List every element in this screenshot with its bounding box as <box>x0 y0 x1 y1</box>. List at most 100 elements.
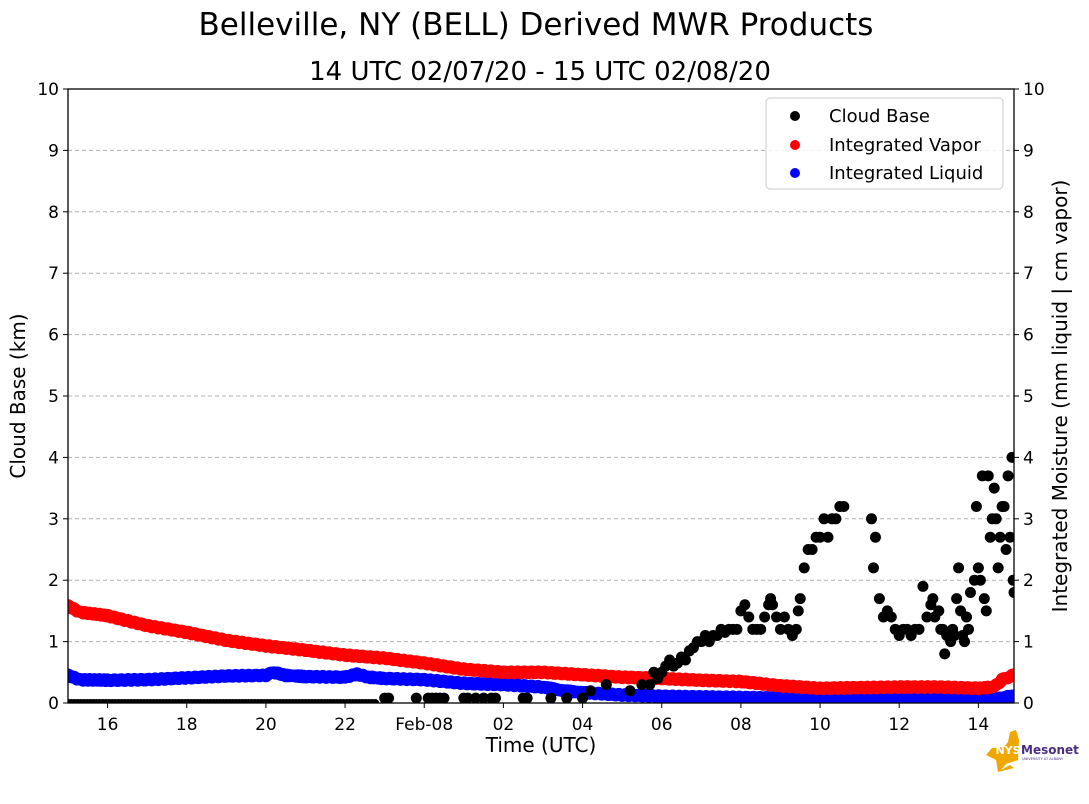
data-point <box>970 501 982 513</box>
y-ticks: 0 0 1 1 2 2 3 3 4 4 5 5 6 6 7 7 8 8 9 9 10 10 <box>37 80 1044 714</box>
y-tick-label-left: 4 <box>48 448 59 468</box>
data-point <box>814 531 826 543</box>
logo-text-nys: NYS <box>995 744 1020 757</box>
data-point <box>1000 544 1012 555</box>
data-point <box>978 593 990 605</box>
data-point <box>949 629 961 641</box>
data-point <box>927 593 939 605</box>
y-tick-label-left: 10 <box>37 80 59 100</box>
data-point <box>1007 668 1014 681</box>
data-point <box>939 648 951 660</box>
legend-label-cloud-base: Cloud Base <box>829 106 930 127</box>
data-point <box>961 611 973 623</box>
y-tick-label-right: 4 <box>1023 448 1034 468</box>
data-point <box>790 623 802 635</box>
data-point <box>371 699 380 703</box>
x-tick-label: 06 <box>651 715 673 735</box>
data-point <box>489 692 501 703</box>
legend-label-integrated-liquid: Integrated Liquid <box>829 163 983 184</box>
data-point <box>830 513 842 525</box>
y-tick-label-right: 2 <box>1023 571 1034 591</box>
data-point <box>974 574 986 586</box>
data-point <box>383 692 395 703</box>
legend: Cloud Base Integrated Vapor Integrated L… <box>765 97 1004 190</box>
y-tick-label-left: 9 <box>48 141 59 161</box>
y-tick-label-right: 10 <box>1023 80 1045 100</box>
legend-marker-integrated-vapor <box>790 140 800 150</box>
data-point <box>470 692 482 703</box>
x-tick-label: 10 <box>809 715 831 735</box>
x-ticks: 16 18 20 22 Feb-08 02 04 06 08 10 12 14 <box>97 703 989 735</box>
data-point <box>988 482 1000 494</box>
legend-label-integrated-vapor: Integrated Vapor <box>829 135 981 156</box>
data-point <box>933 605 945 617</box>
data-point <box>774 623 786 635</box>
x-tick-label: 16 <box>97 715 119 735</box>
data-point <box>869 531 881 543</box>
data-point <box>913 623 925 635</box>
data-point <box>778 611 790 623</box>
y-axis-label-right: Integrated Moisture (mm liquid | cm vapo… <box>1048 180 1072 613</box>
y-tick-label-left: 1 <box>48 633 59 653</box>
y-tick-label-left: 2 <box>48 571 59 591</box>
y-tick-label-right: 3 <box>1023 510 1034 530</box>
data-point <box>1007 689 1014 702</box>
data-point <box>953 562 965 574</box>
data-point <box>767 599 779 611</box>
data-point <box>1002 470 1014 482</box>
data-point <box>759 611 771 623</box>
data-point <box>798 562 810 574</box>
legend-marker-integrated-liquid <box>790 168 800 178</box>
data-point <box>1008 586 1014 598</box>
y-tick-label-left: 0 <box>48 694 59 714</box>
gridlines <box>68 149 1014 643</box>
nys-mesonet-logo: NYS Mesonet UNIVERSITY AT ALBANY <box>986 730 1079 772</box>
data-point <box>600 679 612 691</box>
y-tick-label-right: 5 <box>1023 387 1034 407</box>
data-point <box>1004 531 1014 543</box>
x-tick-label: 22 <box>334 715 356 735</box>
data-point <box>478 692 490 703</box>
y-tick-label-right: 9 <box>1023 141 1034 161</box>
logo-text-mesonet: Mesonet <box>1021 743 1079 757</box>
data-point <box>731 623 743 635</box>
data-point <box>959 636 971 648</box>
data-point <box>792 605 804 617</box>
data-point <box>806 544 818 555</box>
data-point <box>545 692 557 703</box>
x-tick-label: 14 <box>968 715 990 735</box>
data-point <box>561 692 573 703</box>
x-tick-label: 08 <box>730 715 752 735</box>
data-point <box>822 531 834 543</box>
data-point <box>982 470 994 482</box>
plot-area <box>68 451 1014 703</box>
data-point <box>972 562 984 574</box>
data-point <box>644 679 656 691</box>
x-axis-label: Time (UTC) <box>485 733 597 757</box>
y-tick-label-right: 6 <box>1023 326 1034 346</box>
data-point <box>917 580 929 592</box>
ny-state-shape-icon <box>986 730 1019 772</box>
data-point <box>980 605 992 617</box>
data-point <box>624 685 636 697</box>
data-point <box>984 531 996 543</box>
data-point <box>438 692 450 703</box>
data-point <box>755 623 767 635</box>
data-point <box>873 593 885 605</box>
data-point <box>998 501 1010 513</box>
y-axis-label-left: Cloud Base (km) <box>6 313 30 478</box>
logo-text-university: UNIVERSITY AT ALBANY <box>1022 757 1064 761</box>
y-tick-label-right: 1 <box>1023 633 1034 653</box>
data-point <box>921 611 933 623</box>
data-point <box>462 692 474 703</box>
y-tick-label-left: 7 <box>48 264 59 284</box>
chart-subtitle: 14 UTC 02/07/20 - 15 UTC 02/08/20 <box>309 57 771 87</box>
legend-box <box>765 97 1004 190</box>
data-point <box>994 531 1006 543</box>
y-tick-label-right: 7 <box>1023 264 1034 284</box>
data-point <box>838 501 850 513</box>
y-tick-label-left: 6 <box>48 326 59 346</box>
y-tick-label-right: 8 <box>1023 203 1034 223</box>
data-point <box>584 685 596 697</box>
data-point <box>964 586 976 598</box>
